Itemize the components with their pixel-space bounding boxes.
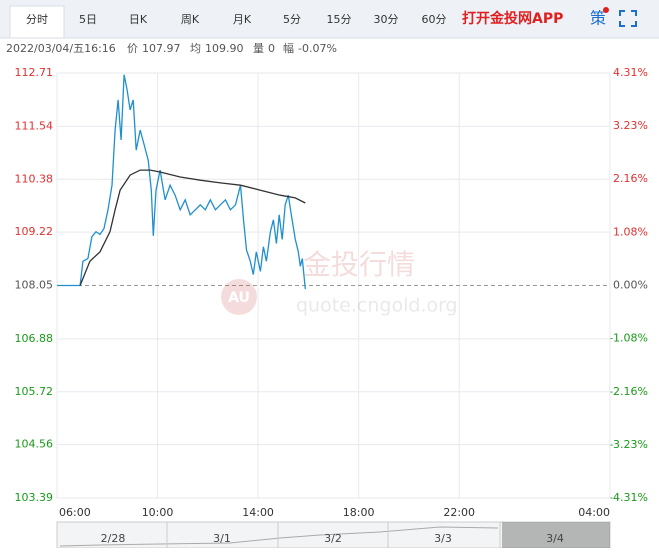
tool-button[interactable]: 策	[590, 9, 606, 28]
info-price: 107.97	[142, 42, 181, 55]
y2-tick-label: -2.16%	[609, 385, 648, 398]
tab[interactable]: 周K	[181, 13, 200, 26]
navigator-label: 3/1	[213, 532, 231, 545]
tab[interactable]: 30分	[374, 13, 399, 26]
tab[interactable]: 分时	[26, 13, 48, 26]
watermark: AU 金投行情 quote.cngold.org	[221, 248, 458, 317]
info-amp: -0.07%	[298, 42, 337, 55]
navigator-trace	[59, 526, 499, 547]
y-tick-label: 110.38	[15, 172, 54, 185]
watermark-brand: 金投行情	[303, 248, 415, 281]
x-tick-label: 06:00	[59, 506, 91, 519]
badge	[603, 7, 609, 13]
navigator-label: 3/2	[324, 532, 342, 545]
navigator-window	[502, 522, 610, 548]
y-tick-label: 112.71	[15, 66, 54, 79]
info-amp-label: 幅	[283, 42, 294, 55]
tab[interactable]: 15分	[327, 13, 352, 26]
navigator-label: 2/28	[101, 532, 126, 545]
tab[interactable]: 日K	[129, 13, 148, 26]
y-tick-label: 109.22	[15, 225, 54, 238]
navigator-label: 3/4	[546, 532, 564, 545]
y2-tick-label: -3.23%	[609, 438, 648, 451]
app-link[interactable]: 打开金投网APP	[462, 10, 563, 27]
info-vol-label: 量	[253, 42, 264, 55]
fullscreen-button[interactable]	[619, 10, 637, 27]
y-tick-label: 104.56	[15, 438, 54, 451]
tab[interactable]: 月K	[233, 13, 252, 26]
watermark-logo	[221, 279, 257, 315]
tab-bar	[0, 0, 659, 38]
x-tick-label: 22:00	[443, 506, 475, 519]
x-tick-label: 18:00	[343, 506, 375, 519]
y2-tick-label: 0.00%	[613, 279, 648, 292]
info-avg: 109.90	[205, 42, 244, 55]
tab-active-bg	[9, 5, 65, 39]
y2-tick-label: 3.23%	[613, 119, 648, 132]
tab[interactable]: 5日	[79, 13, 97, 26]
y-tick-label: 111.54	[15, 119, 54, 132]
y2-tick-label: -4.31%	[609, 491, 648, 504]
y2-tick-label: 2.16%	[613, 172, 648, 185]
info-date: 2022/03/04/五16:16	[6, 42, 116, 55]
info-price-label: 价	[127, 42, 138, 55]
series-line	[79, 169, 306, 286]
tab[interactable]: 5分	[283, 13, 301, 26]
watermark-logo-text: AU	[228, 290, 250, 306]
y-tick-label: 108.05	[15, 279, 54, 292]
tab[interactable]: 60分	[422, 13, 447, 26]
x-tick-label: 10:00	[142, 506, 174, 519]
y2-tick-label: 4.31%	[613, 66, 648, 79]
y-tick-label: 105.72	[15, 385, 54, 398]
x-tick-label: 14:00	[242, 506, 274, 519]
x-tick-label: 04:00	[578, 506, 610, 519]
navigator-label: 3/3	[434, 532, 452, 545]
info-vol: 0	[268, 42, 275, 55]
info-avg-label: 均	[190, 42, 201, 55]
y2-tick-label: 1.08%	[613, 225, 648, 238]
y2-tick-label: -1.08%	[609, 332, 648, 345]
series-line	[57, 74, 306, 290]
y-tick-label: 106.88	[15, 332, 54, 345]
watermark-url: quote.cngold.org	[296, 295, 458, 317]
y-tick-label: 103.39	[15, 491, 54, 504]
